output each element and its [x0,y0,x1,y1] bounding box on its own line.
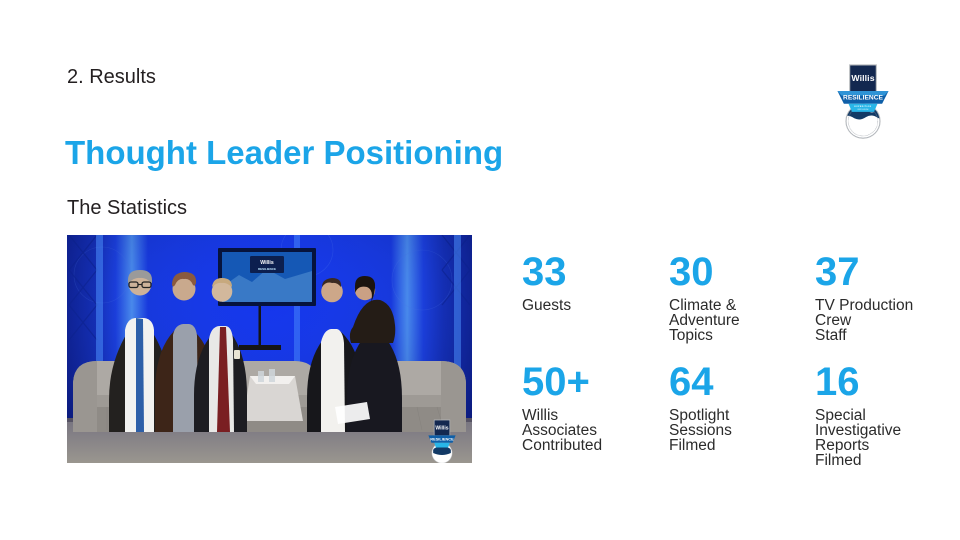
svg-text:RESILIENCE: RESILIENCE [430,436,454,441]
svg-text:Willis: Willis [260,260,274,266]
svg-text:EXPEDITION: EXPEDITION [854,106,871,108]
svg-text:2013-2014: 2013-2014 [858,108,870,111]
svg-text:RESILIENCE: RESILIENCE [843,95,884,102]
svg-text:RESILIENCE: RESILIENCE [258,267,276,271]
svg-text:Willis: Willis [435,426,448,432]
svg-text:Willis: Willis [851,73,874,83]
